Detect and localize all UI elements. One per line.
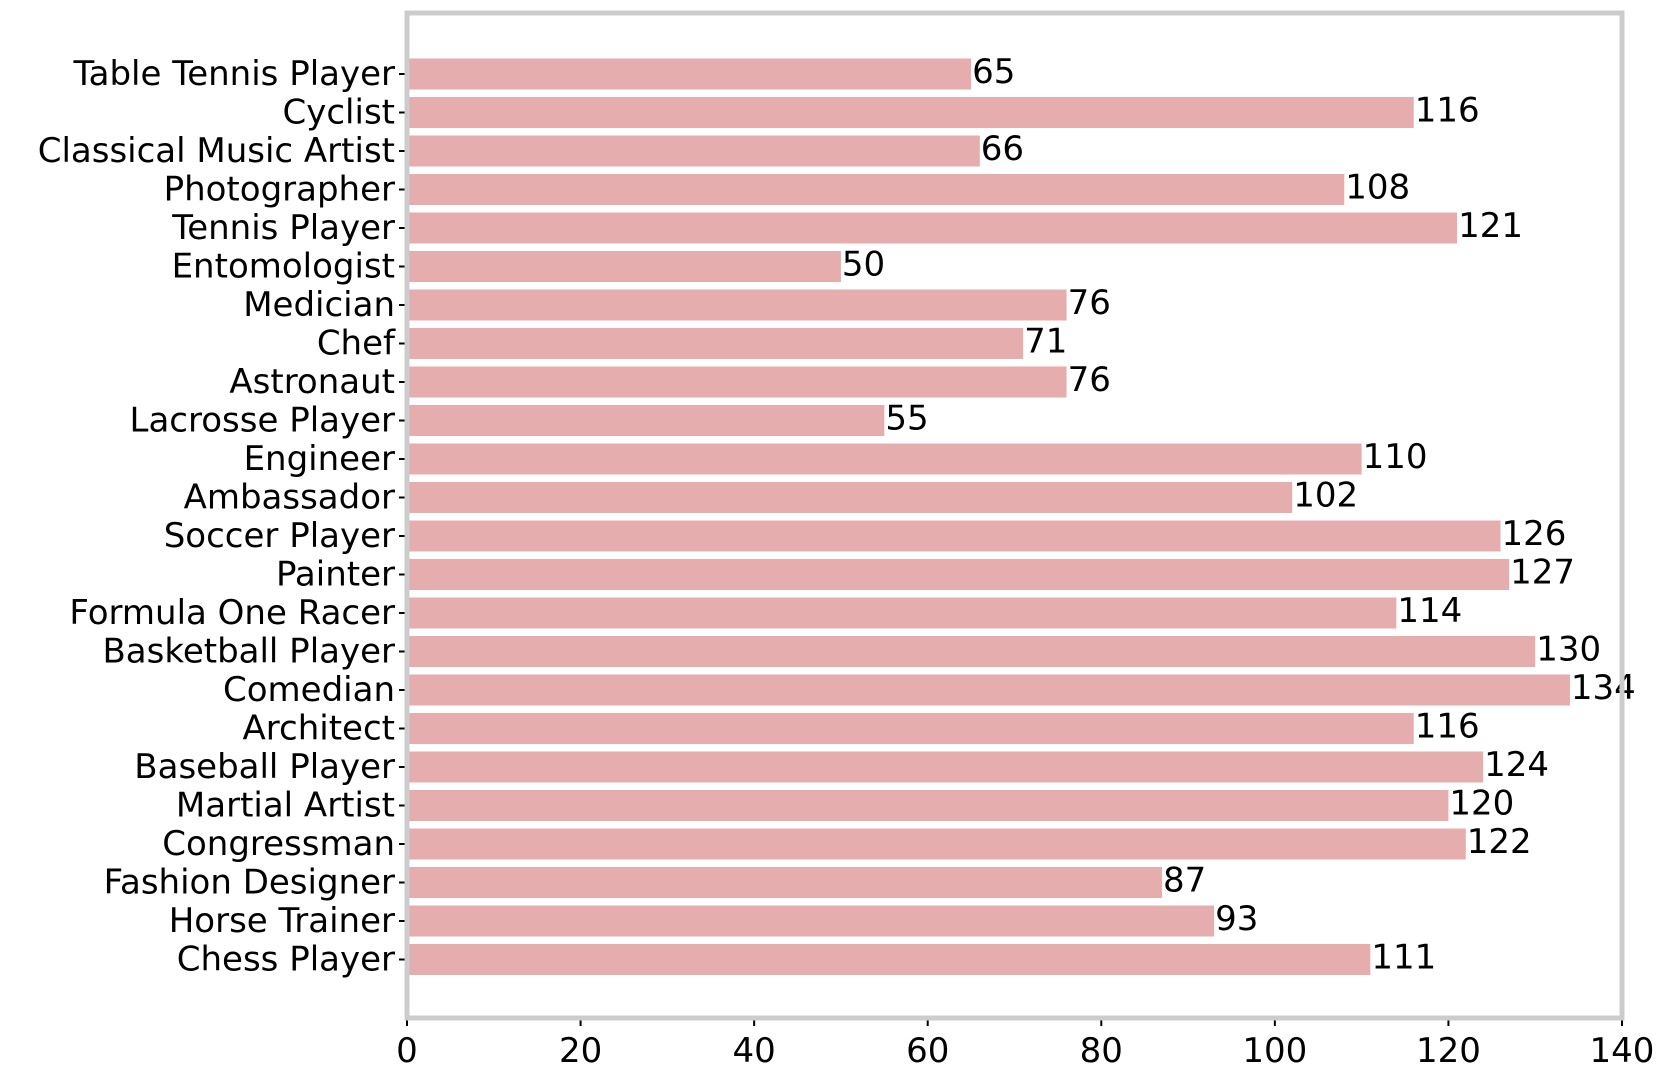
bar: [407, 482, 1293, 513]
category-label: Chess Player: [177, 940, 395, 980]
category-label: Entomologist: [172, 247, 395, 287]
x-tick-label: 80: [1080, 1031, 1123, 1071]
data-label: 122: [1467, 822, 1532, 862]
data-label: 108: [1345, 168, 1410, 208]
data-label: 130: [1536, 630, 1601, 670]
x-tick-label: 140: [1590, 1031, 1655, 1071]
category-label: Table Tennis Player: [72, 54, 395, 94]
plot-frame: [404, 10, 1625, 1021]
category-label: Lacrosse Player: [130, 401, 395, 441]
category-label: Baseball Player: [134, 747, 395, 787]
category-label: Painter: [276, 555, 395, 595]
category-label: Congressman: [162, 824, 395, 864]
bar: [407, 713, 1414, 744]
data-label: 111: [1371, 938, 1436, 978]
bar: [407, 597, 1397, 629]
category-label: Comedian: [223, 670, 395, 710]
data-label: 126: [1502, 514, 1567, 554]
data-label: 76: [1068, 283, 1111, 323]
category-label: Architect: [243, 709, 395, 749]
data-label: 127: [1510, 553, 1575, 593]
bars-group: [407, 58, 1570, 975]
bar: [407, 212, 1458, 244]
data-label: 66: [981, 129, 1024, 169]
bar: [407, 520, 1501, 552]
category-label: Cyclist: [283, 93, 396, 133]
data-label: 102: [1293, 476, 1358, 516]
bar: [407, 674, 1570, 706]
category-label: Basketball Player: [102, 632, 395, 672]
bar: [407, 289, 1067, 321]
bar: [407, 944, 1371, 975]
data-label: 114: [1397, 591, 1462, 631]
bar: [407, 135, 980, 167]
x-tick-label: 120: [1416, 1031, 1481, 1071]
x-tick-label: 20: [559, 1031, 602, 1071]
category-label: Horse Trainer: [169, 901, 395, 941]
bar: [407, 828, 1466, 860]
bar: [407, 867, 1163, 898]
category-label: Engineer: [244, 439, 395, 479]
x-tick-label: 40: [733, 1031, 776, 1071]
data-label: 55: [885, 399, 928, 439]
data-label: 134: [1571, 668, 1636, 708]
data-label: 50: [842, 245, 885, 285]
bar: [407, 790, 1449, 821]
category-label: Tennis Player: [171, 208, 395, 248]
data-label: 116: [1415, 91, 1480, 131]
category-label: Martial Artist: [176, 786, 395, 826]
x-tick-label: 0: [396, 1031, 418, 1071]
bar: [407, 443, 1362, 475]
category-label: Photographer: [164, 170, 395, 210]
bar: [407, 751, 1484, 783]
bar: [407, 559, 1510, 590]
data-label: 121: [1458, 206, 1523, 246]
bar: [407, 174, 1345, 205]
x-tick-label: 100: [1242, 1031, 1307, 1071]
bar: [407, 58, 972, 90]
bar: [407, 905, 1215, 937]
category-label: Formula One Racer: [69, 593, 395, 633]
bar: [407, 366, 1067, 398]
x-axis-ticks: 0 20 40 60 80 100 120 140: [396, 1018, 1654, 1071]
category-label: Medician: [243, 285, 395, 325]
category-label: Ambassador: [184, 478, 395, 518]
data-label: 116: [1415, 707, 1480, 747]
bar: [407, 97, 1414, 128]
bar: [407, 328, 1024, 359]
data-label: 93: [1215, 899, 1258, 939]
data-label: 71: [1024, 322, 1067, 362]
data-label: 76: [1068, 360, 1111, 400]
category-label: Soccer Player: [164, 516, 395, 556]
data-label: 124: [1484, 745, 1549, 785]
data-label: 120: [1449, 784, 1514, 824]
bar: [407, 251, 841, 282]
category-label: Classical Music Artist: [38, 131, 395, 171]
bar: [407, 636, 1536, 667]
data-label: 65: [972, 52, 1015, 92]
category-label: Chef: [317, 324, 396, 364]
bar: [407, 405, 885, 436]
data-label: 87: [1163, 861, 1206, 901]
data-label: 110: [1363, 437, 1428, 477]
category-label: Fashion Designer: [104, 863, 395, 903]
category-label: Astronaut: [229, 362, 395, 402]
x-tick-label: 60: [906, 1031, 949, 1071]
